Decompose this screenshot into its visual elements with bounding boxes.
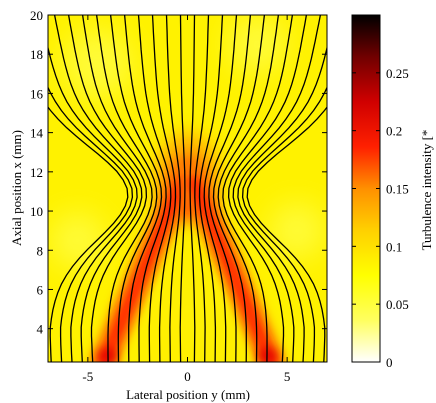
streamline: [109, 15, 163, 362]
streamline: [212, 15, 266, 362]
x-axis-label: Lateral position y (mm): [126, 387, 250, 402]
colorbar-gradient: [351, 14, 381, 363]
y-tick-label: 8: [37, 243, 44, 258]
streamline: [222, 15, 294, 362]
streamline: [189, 15, 196, 362]
streamline: [151, 15, 177, 362]
field-patch-3: [269, 202, 326, 259]
inner-cone: [123, 220, 252, 362]
x-tick-label: 5: [284, 369, 291, 384]
field-patch-0: [62, 29, 133, 100]
streamline: [95, 15, 158, 362]
colorbar-tick-label: 0.1: [386, 239, 402, 254]
streamlines: [48, 15, 327, 362]
streamline: [198, 15, 224, 362]
streamline: [232, 15, 322, 362]
y-tick-label: 12: [30, 165, 43, 180]
streamline: [241, 86, 327, 362]
x-axis: -5 0 5: [82, 15, 290, 384]
y-tick-label: 20: [30, 8, 43, 23]
colorbar-tick-label: 0.15: [386, 182, 409, 197]
streamline: [179, 15, 186, 362]
flame-arm-1: [186, 174, 279, 362]
x-tick-label: -5: [82, 369, 93, 384]
colorbar-tick-label: 0.2: [386, 124, 402, 139]
streamline: [137, 15, 172, 362]
streamline: [203, 15, 238, 362]
streamline: [81, 15, 153, 362]
colorbar-tick-label: 0: [386, 355, 393, 370]
y-tick-label: 4: [37, 322, 44, 337]
colorbar: 0 0.05 0.1 0.15 0.2 0.25 Turbulence intensity…: [351, 14, 434, 370]
y-axis: 4 6 8 10 12 14 16 18 20: [30, 8, 327, 337]
x-tick-label: 0: [184, 369, 191, 384]
field-patch-2: [49, 212, 106, 269]
streamline: [208, 15, 252, 362]
y-tick-label: 14: [30, 126, 44, 141]
colorbar-ticks: 0 0.05 0.1 0.15 0.2 0.25: [352, 66, 409, 370]
streamline: [227, 15, 308, 362]
y-tick-label: 16: [30, 86, 44, 101]
streamline: [246, 106, 327, 362]
streamline: [48, 86, 134, 362]
flame-arm-0: [96, 174, 189, 362]
colorbar-tick-label: 0.05: [386, 297, 409, 312]
streamline: [194, 15, 210, 362]
colorbar-label: Turbulence intensity [*: [419, 130, 434, 251]
colorbar-tick-label: 0.25: [386, 66, 409, 81]
streamline: [165, 15, 181, 362]
plot-area: [48, 15, 327, 362]
streamline: [67, 15, 148, 362]
y-axis-label: Axial position x (mm): [9, 130, 24, 246]
streamline: [48, 45, 138, 362]
streamline: [237, 45, 327, 362]
streamline: [123, 15, 167, 362]
y-tick-label: 18: [30, 47, 43, 62]
y-tick-label: 6: [37, 282, 44, 297]
y-tick-label: 10: [30, 204, 43, 219]
streamline: [48, 106, 129, 362]
streamline: [53, 15, 143, 362]
streamline: [217, 15, 280, 362]
